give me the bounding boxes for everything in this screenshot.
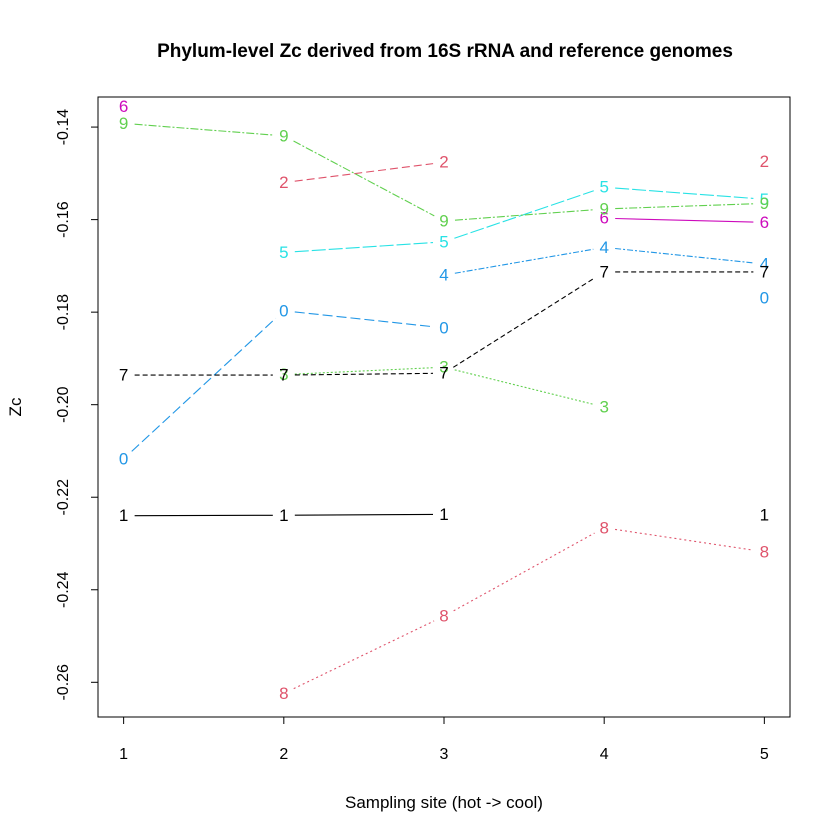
series-7-point: 7 <box>599 262 608 281</box>
series-9-point: 9 <box>439 212 448 231</box>
x-axis-label: Sampling site (hot -> cool) <box>345 793 543 812</box>
series-7-segment <box>294 372 434 376</box>
x-tick-label: 4 <box>600 746 609 763</box>
y-tick-label: -0.24 <box>55 571 72 608</box>
series-points: 0 0 0 0 1 1 1 1 2 2 2 3 3 3 4 4 4 5 5 5 5 6 6 6 7 7 7 7 7 9 9 9 9 9 8 8 8 8 <box>119 97 769 703</box>
series-9-point: 9 <box>279 126 288 145</box>
series-9-segment <box>293 140 435 217</box>
series-2-point: 2 <box>760 152 769 171</box>
y-axis: -0.26 -0.24 -0.22 -0.20 -0.18 -0.16 -0.14 <box>55 109 99 701</box>
series-0-point: 0 <box>439 318 448 337</box>
series-9-point: 9 <box>599 199 608 218</box>
series-9-segment <box>134 123 273 136</box>
series-8-point: 8 <box>439 607 448 626</box>
series-4-point: 4 <box>760 255 769 274</box>
series-6-segment <box>615 217 754 223</box>
series-2-point: 2 <box>279 173 288 192</box>
series-1-point: 1 <box>439 505 448 524</box>
series-1-point: 1 <box>119 506 128 525</box>
series-5-point: 5 <box>439 232 448 251</box>
series-5-segment <box>454 190 594 239</box>
series-0-segment <box>294 311 434 328</box>
series-5-segment <box>294 242 434 253</box>
series-1-segment <box>294 513 434 516</box>
series-0-point: 0 <box>119 449 128 468</box>
series-0-segment <box>131 317 277 452</box>
y-tick-label: -0.14 <box>55 109 72 146</box>
series-5-segment <box>615 187 754 199</box>
x-axis: 1 2 3 4 5 <box>119 716 769 763</box>
series-0-point: 0 <box>279 301 288 320</box>
series-5-point: 5 <box>760 190 769 209</box>
series-7-segment <box>453 277 596 368</box>
series-7-point: 7 <box>119 366 128 385</box>
series-7-point: 7 <box>279 366 288 385</box>
series-3-point: 3 <box>599 398 608 417</box>
series-9-point: 9 <box>760 194 769 213</box>
series-3-point: 3 <box>439 358 448 377</box>
series-6-point: 6 <box>119 97 128 116</box>
series-4-point: 4 <box>599 238 608 257</box>
series-1-point: 1 <box>279 506 288 525</box>
series-8-point: 8 <box>599 518 608 537</box>
series-9-segment <box>454 209 594 221</box>
x-tick-label: 2 <box>279 746 288 763</box>
series-6-point: 6 <box>599 209 608 228</box>
series-8-segment <box>293 620 435 690</box>
series-5-point: 5 <box>599 178 608 197</box>
series-8-point: 8 <box>760 542 769 561</box>
series-8-segment <box>614 528 754 551</box>
x-tick-label: 3 <box>440 746 449 763</box>
series-2-segment <box>294 163 434 182</box>
series-6-point: 6 <box>760 213 769 232</box>
series-lines <box>131 123 754 690</box>
series-3-segment <box>294 367 434 375</box>
series-7-point: 7 <box>439 364 448 383</box>
y-tick-label: -0.16 <box>55 201 72 238</box>
y-tick-label: -0.26 <box>55 664 72 701</box>
series-3-segment <box>454 369 594 405</box>
y-tick-label: -0.22 <box>55 479 72 516</box>
series-8-point: 8 <box>279 684 288 703</box>
y-tick-label: -0.18 <box>55 294 72 331</box>
series-0-point: 0 <box>760 288 769 307</box>
y-tick-label: -0.20 <box>55 386 72 423</box>
chart-title: Phylum-level Zc derived from 16S rRNA an… <box>157 41 733 62</box>
series-5-point: 5 <box>279 243 288 262</box>
series-7-point: 7 <box>760 262 769 281</box>
y-axis-label: Zc <box>6 397 25 416</box>
x-tick-label: 1 <box>119 746 128 763</box>
series-4-point: 4 <box>439 266 448 285</box>
series-8-segment <box>453 532 595 612</box>
series-4-segment <box>615 247 754 264</box>
series-1-point: 1 <box>760 505 769 524</box>
series-3-point: 3 <box>279 365 288 384</box>
series-4-segment <box>454 248 594 274</box>
x-tick-label: 5 <box>760 746 769 763</box>
series-9-segment <box>615 203 754 210</box>
series-2-point: 2 <box>439 153 448 172</box>
series-9-point: 9 <box>119 114 128 133</box>
